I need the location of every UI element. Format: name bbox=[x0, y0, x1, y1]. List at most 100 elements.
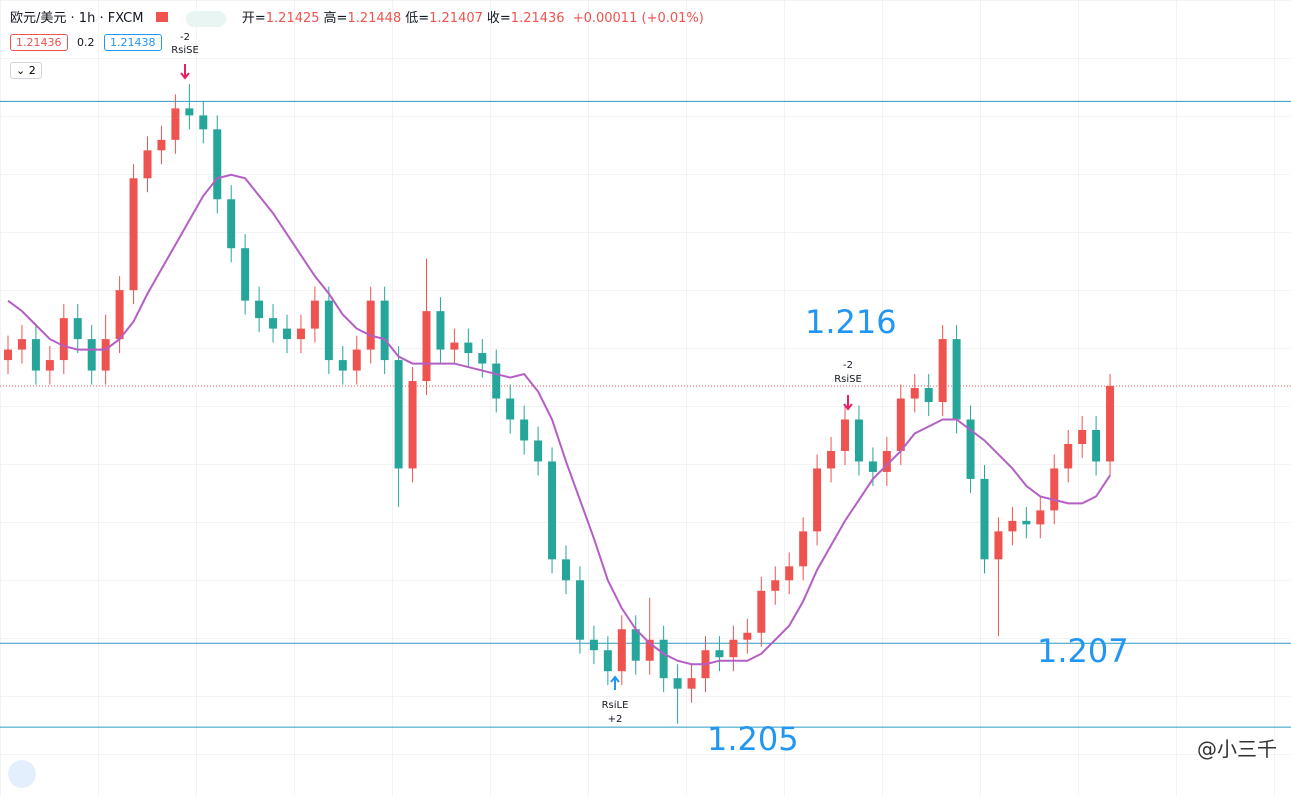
annotation: 1.207 bbox=[1037, 632, 1129, 670]
candle-body bbox=[715, 650, 724, 658]
candle-body bbox=[101, 339, 110, 371]
signal-text: +2 bbox=[608, 714, 623, 725]
candle-body bbox=[938, 339, 947, 403]
candle-body bbox=[436, 311, 445, 350]
spread: 0.2 bbox=[77, 36, 95, 49]
change-pct: (+0.01%) bbox=[641, 11, 704, 26]
candle-body bbox=[87, 339, 96, 371]
candle-body bbox=[199, 115, 208, 130]
ohlc-label: 低= bbox=[405, 11, 430, 26]
candle-body bbox=[799, 531, 808, 567]
signal-text: -2 bbox=[180, 32, 190, 43]
candle-body bbox=[1106, 385, 1115, 462]
candle-body bbox=[659, 639, 668, 679]
signal-arrow-head bbox=[180, 72, 190, 80]
annotation: 1.216 bbox=[805, 303, 897, 341]
signal-text: RsiSE bbox=[834, 374, 862, 385]
moving-average bbox=[7, 173, 1111, 666]
candle-body bbox=[1008, 520, 1017, 532]
candle-body bbox=[506, 398, 515, 420]
candle-body bbox=[324, 300, 333, 361]
candle-body bbox=[283, 328, 291, 340]
status-toggle[interactable] bbox=[185, 10, 226, 27]
candle-body bbox=[868, 461, 877, 472]
candle-body bbox=[171, 108, 180, 140]
candle-body bbox=[394, 360, 403, 469]
candle-body bbox=[338, 360, 347, 371]
candle-body bbox=[785, 566, 794, 581]
ask[interactable]: 1.21438 bbox=[104, 34, 162, 51]
candle-body bbox=[952, 339, 961, 420]
ohlc-value: 1.21407 bbox=[429, 11, 483, 26]
annotation: 1.205 bbox=[707, 720, 799, 758]
ohlc-label: 高= bbox=[323, 11, 348, 26]
ohlc: 开=1.21425 高=1.21448 低=1.21407 收=1.21436 bbox=[242, 11, 569, 26]
candle-body bbox=[213, 129, 222, 200]
candle-body bbox=[464, 342, 473, 354]
candle-body bbox=[310, 300, 319, 329]
change: +0.00011 bbox=[572, 11, 638, 26]
candle-body bbox=[1036, 510, 1045, 525]
bid[interactable]: 1.21436 bbox=[10, 34, 68, 51]
candle-body bbox=[269, 318, 278, 329]
symbol[interactable]: 欧元/美元 bbox=[10, 11, 67, 26]
candle-body bbox=[352, 349, 361, 371]
ohlc-value: 1.21425 bbox=[265, 11, 320, 26]
signal-text: -2 bbox=[843, 360, 853, 371]
candle-body bbox=[589, 639, 598, 651]
collapse-count: 2 bbox=[28, 64, 36, 77]
candle-body bbox=[631, 629, 640, 661]
candle-body bbox=[45, 360, 54, 371]
candle-body bbox=[645, 639, 654, 661]
candle-body bbox=[17, 339, 26, 350]
candle-body bbox=[743, 632, 752, 640]
interval[interactable]: 1h bbox=[78, 11, 96, 26]
candle-body bbox=[492, 363, 501, 399]
watermark: @小三千 bbox=[1197, 737, 1277, 761]
candle-body bbox=[520, 419, 529, 441]
candle-body bbox=[157, 139, 166, 151]
candle-body bbox=[115, 290, 124, 340]
candle-body bbox=[422, 311, 431, 382]
signal-text: RsiSE bbox=[171, 45, 199, 56]
candle-body bbox=[296, 328, 305, 340]
candle-body bbox=[980, 478, 989, 560]
candle-body bbox=[882, 450, 891, 472]
candle-body bbox=[366, 300, 375, 350]
candle-body bbox=[1078, 429, 1087, 444]
flag[interactable] bbox=[155, 12, 168, 22]
ohlc-label: 收= bbox=[486, 11, 511, 26]
candle-body bbox=[4, 349, 12, 361]
candle-body bbox=[73, 318, 82, 340]
candle-body bbox=[1064, 443, 1073, 469]
candle-body bbox=[450, 342, 459, 350]
candle-body bbox=[966, 419, 975, 479]
logo[interactable] bbox=[8, 760, 36, 788]
candle-body bbox=[896, 398, 905, 451]
header: 欧元/美元 · 1h · FXCM 开=1.21425 高=1.21448 低=1.… bbox=[10, 10, 704, 27]
candle-body bbox=[227, 199, 236, 249]
candle-body bbox=[1092, 429, 1101, 462]
candle-body bbox=[813, 468, 822, 532]
candle-body bbox=[771, 580, 780, 591]
candle-body bbox=[1022, 520, 1031, 525]
candle-body bbox=[603, 650, 612, 672]
signal-arrow-head bbox=[610, 675, 620, 683]
candle-body bbox=[478, 353, 487, 364]
ohlc-value: 1.21436 bbox=[510, 11, 565, 26]
candle-body bbox=[408, 381, 417, 469]
source: FXCM bbox=[107, 11, 144, 26]
candle-body bbox=[924, 388, 933, 403]
candle-body bbox=[854, 419, 863, 462]
ohlc-label: 开= bbox=[241, 11, 266, 26]
ohlc-value: 1.21448 bbox=[347, 11, 402, 26]
candle-body bbox=[575, 580, 584, 640]
candle-body bbox=[1050, 468, 1059, 511]
collapse-button[interactable]: ⌄ 2 bbox=[10, 62, 42, 79]
quote-row: 1.21436 0.2 1.21438 bbox=[10, 34, 162, 51]
candle-body bbox=[673, 678, 682, 689]
candle-body bbox=[380, 300, 389, 361]
candle-body bbox=[241, 248, 250, 301]
